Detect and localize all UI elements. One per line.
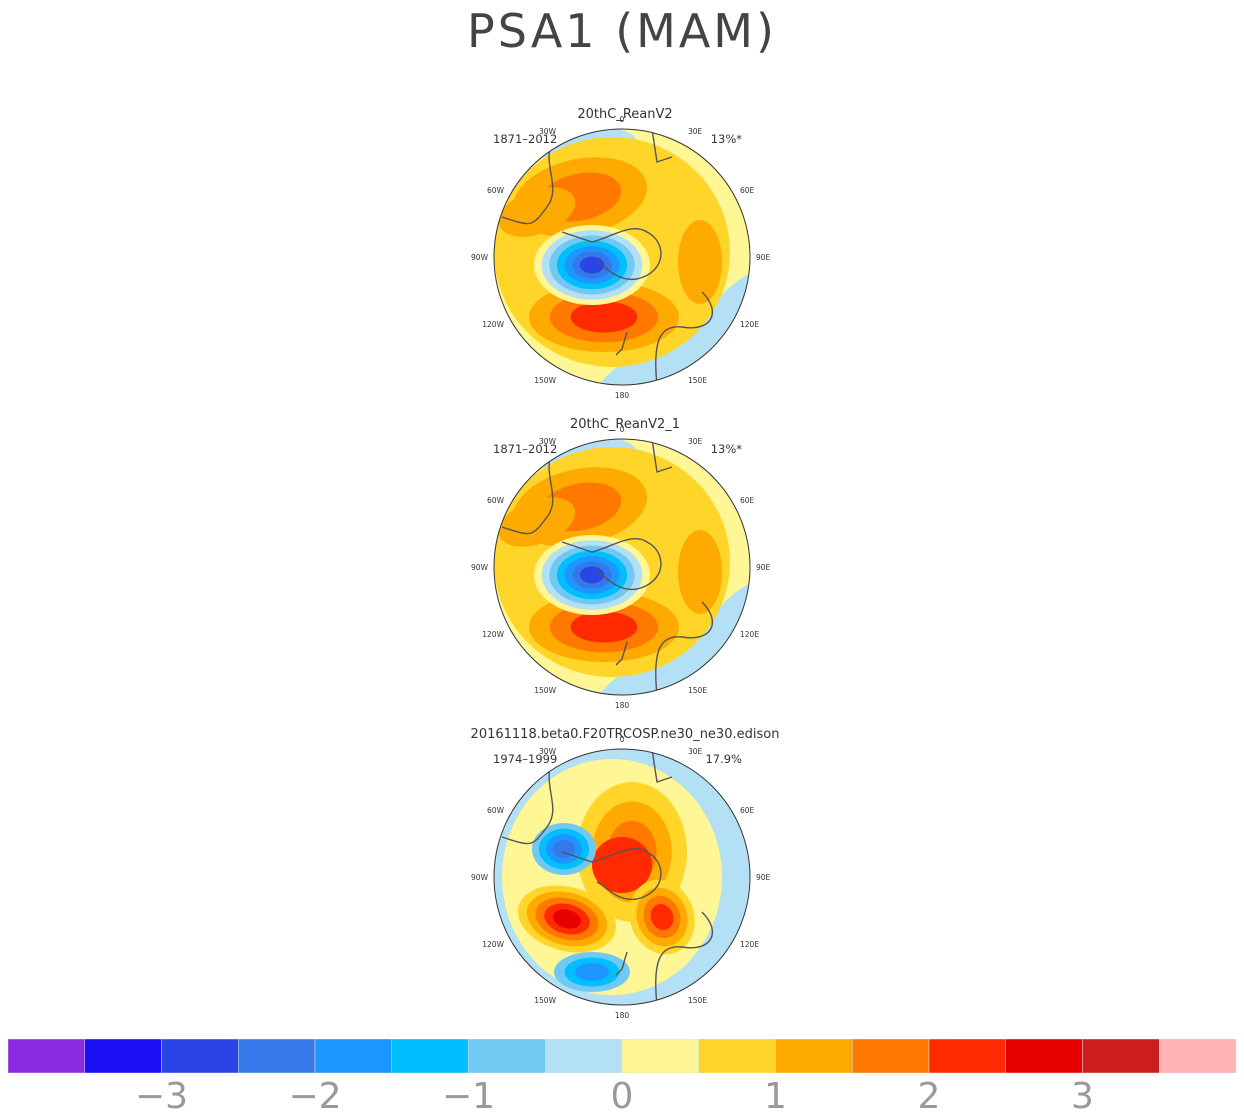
longitude-label: 60E bbox=[740, 806, 755, 815]
longitude-label: 60W bbox=[487, 806, 505, 815]
longitude-label: 120E bbox=[740, 630, 759, 639]
longitude-label: 30W bbox=[539, 127, 557, 136]
longitude-label: 90E bbox=[756, 563, 771, 572]
longitude-label: 150E bbox=[688, 996, 707, 1005]
longitude-label: 0 bbox=[620, 115, 625, 124]
colorbar-swatch bbox=[8, 1039, 85, 1073]
colorbar bbox=[8, 1039, 1236, 1073]
longitude-label: 0 bbox=[620, 735, 625, 744]
longitude-label: 120E bbox=[740, 940, 759, 949]
colorbar-swatch bbox=[161, 1039, 239, 1073]
panel-title: 20thC_ReanV2_1 bbox=[569, 417, 681, 432]
longitude-label: 90W bbox=[471, 873, 489, 882]
panel-variance-percent: 13%* bbox=[710, 442, 742, 456]
panel-variance-percent: 13%* bbox=[710, 132, 742, 146]
contour-fill bbox=[579, 256, 605, 274]
contour-fill bbox=[575, 963, 609, 981]
longitude-label: 120W bbox=[482, 320, 504, 329]
longitude-label: 120E bbox=[740, 320, 759, 329]
contour-fill bbox=[579, 566, 605, 584]
contour-fill bbox=[678, 220, 722, 304]
coastline bbox=[501, 439, 713, 695]
longitude-label: 90W bbox=[471, 563, 489, 572]
polar-map: 0 180 90W 90E 30W 30E 60W 60E 120W 120E 150W 150E bbox=[471, 735, 771, 1020]
panel-period: 1974–1999 bbox=[493, 752, 558, 766]
longitude-label: 60W bbox=[487, 186, 505, 195]
colorbar-swatch bbox=[928, 1039, 1006, 1073]
colorbar-swatch bbox=[545, 1039, 623, 1073]
map-panel: 20161118.beta0.F20TRCOSP.ne30_ne30.ediso… bbox=[470, 727, 780, 1035]
coastline bbox=[501, 749, 713, 1005]
panel-title: 20thC_ReanV2 bbox=[577, 107, 673, 122]
map-panel: 20thC_ReanV2 1871–2012 13%* 0 180 90W 90E 30W 30… bbox=[470, 107, 780, 415]
colorbar-tick-label: −3 bbox=[134, 1076, 189, 1117]
contour-fill bbox=[570, 611, 638, 643]
colorbar-swatch bbox=[698, 1039, 776, 1073]
panel-period: 1871–2012 bbox=[493, 132, 558, 146]
longitude-label: 30W bbox=[539, 437, 557, 446]
longitude-label: 60W bbox=[487, 496, 505, 505]
colorbar-swatch bbox=[238, 1039, 316, 1073]
longitude-label: 180 bbox=[615, 701, 630, 710]
colorbar-swatch bbox=[468, 1039, 546, 1073]
panel-title: 20161118.beta0.F20TRCOSP.ne30_ne30.ediso… bbox=[470, 727, 780, 742]
colorbar-tick-label: 0 bbox=[610, 1076, 634, 1117]
colorbar-tick-label: 2 bbox=[917, 1076, 941, 1117]
longitude-label: 180 bbox=[615, 391, 630, 400]
polar-map: 0 180 90W 90E 30W 30E 60W 60E 120W 120E 150W 150E bbox=[471, 115, 771, 400]
longitude-label: 150W bbox=[534, 996, 556, 1005]
figure-title: PSA1 (MAM) bbox=[467, 4, 777, 58]
panel-period: 1871–2012 bbox=[493, 442, 558, 456]
contour-fill bbox=[552, 909, 582, 929]
colorbar-swatch bbox=[314, 1039, 392, 1073]
map-border bbox=[493, 438, 751, 696]
colorbar-swatch bbox=[1082, 1039, 1160, 1073]
longitude-label: 150W bbox=[534, 376, 556, 385]
longitude-label: 30E bbox=[688, 747, 703, 756]
contour-fill bbox=[592, 837, 652, 893]
colorbar-swatch bbox=[621, 1039, 699, 1073]
longitude-label: 180 bbox=[615, 1011, 630, 1020]
coastline bbox=[501, 129, 713, 385]
contour-fill bbox=[552, 839, 576, 859]
colorbar-tick-label: 1 bbox=[764, 1076, 787, 1117]
contour-fill bbox=[678, 530, 722, 614]
contour-fill bbox=[498, 497, 576, 547]
longitude-label: 30W bbox=[539, 747, 557, 756]
colorbar-swatch bbox=[84, 1039, 162, 1073]
longitude-label: 60E bbox=[740, 496, 755, 505]
colorbar-swatch bbox=[852, 1039, 930, 1073]
longitude-label: 150E bbox=[688, 686, 707, 695]
longitude-label: 120W bbox=[482, 940, 504, 949]
map-panel: 20thC_ReanV2_1 1871–2012 13%* 0 180 90W 90E 30W… bbox=[470, 417, 780, 725]
panel-variance-percent: 17.9% bbox=[705, 752, 742, 766]
longitude-label: 60E bbox=[740, 186, 755, 195]
colorbar-tick-label: −2 bbox=[288, 1076, 342, 1117]
colorbar-swatch bbox=[391, 1039, 469, 1073]
map-border bbox=[493, 128, 751, 386]
longitude-label: 150E bbox=[688, 376, 707, 385]
longitude-label: 30E bbox=[688, 127, 703, 136]
longitude-label: 120W bbox=[482, 630, 504, 639]
colorbar-swatch bbox=[775, 1039, 853, 1073]
colorbar-swatch bbox=[1159, 1039, 1236, 1073]
contour-fill bbox=[650, 904, 674, 930]
polar-map: 0 180 90W 90E 30W 30E 60W 60E 120W 120E 150W 150E bbox=[471, 425, 771, 710]
longitude-label: 90W bbox=[471, 253, 489, 262]
colorbar-tick-label: 3 bbox=[1071, 1076, 1094, 1117]
longitude-label: 150W bbox=[534, 686, 556, 695]
colorbar-labels: −3 −2 −1 0 1 2 3 bbox=[8, 1076, 1236, 1117]
longitude-label: 90E bbox=[756, 253, 771, 262]
contour-fill bbox=[498, 187, 576, 237]
map-border bbox=[493, 748, 751, 1006]
contour-fill bbox=[570, 301, 638, 333]
longitude-label: 30E bbox=[688, 437, 703, 446]
longitude-label: 90E bbox=[756, 873, 771, 882]
longitude-label: 0 bbox=[620, 425, 625, 434]
colorbar-swatch bbox=[1005, 1039, 1083, 1073]
colorbar-tick-label: −1 bbox=[441, 1076, 496, 1117]
